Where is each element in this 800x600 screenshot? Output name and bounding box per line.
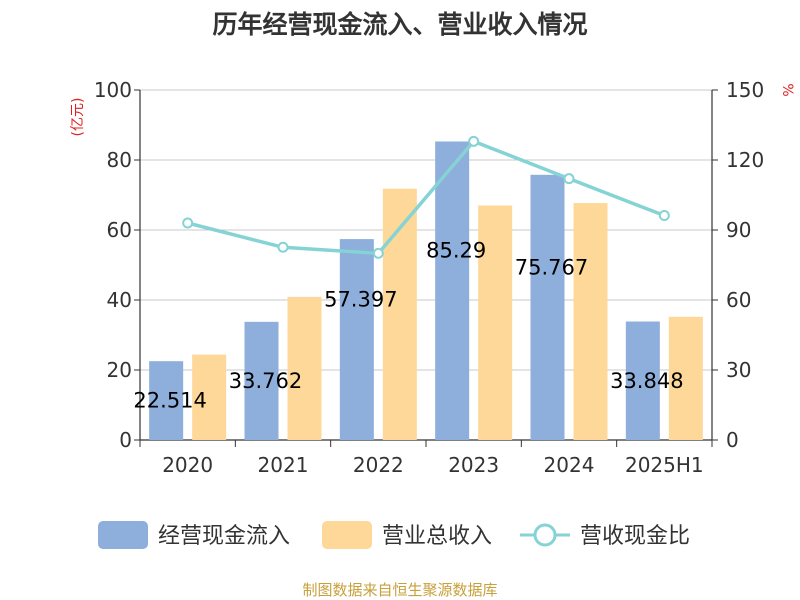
legend-swatch <box>322 521 372 549</box>
ratio-point <box>563 173 575 185</box>
y-right-tick-label: 150 <box>726 78 764 102</box>
legend-swatch-marker <box>533 523 557 547</box>
y-left-tick-label: 0 <box>119 428 132 452</box>
y-left-tick-label: 100 <box>94 78 132 102</box>
legend-label: 经营现金流入 <box>158 524 290 549</box>
bars <box>149 141 703 441</box>
bar-data-label: 75.767 <box>515 255 588 279</box>
x-tick-label: 2025H1 <box>625 453 704 477</box>
ratio-point <box>372 247 384 259</box>
data-labels: 22.514 33.762 57.397 85.29 75.767 33.848 <box>133 239 683 413</box>
left-axis-unit: (亿元) <box>70 98 86 137</box>
bar-revenue <box>573 203 608 440</box>
bar-cash-inflow <box>435 141 470 441</box>
bar-cash-inflow <box>339 239 374 440</box>
y-right-tick-label: 90 <box>726 218 751 242</box>
y-right-tick-label: 30 <box>726 358 751 382</box>
bar-revenue <box>192 354 227 440</box>
ratio-point <box>468 135 480 147</box>
grid <box>140 89 712 371</box>
source-note: 制图数据来自恒生聚源数据库 <box>302 581 497 599</box>
bar-data-label: 33.762 <box>229 369 302 393</box>
bar-cash-inflow <box>149 361 184 440</box>
bar-cash-inflow <box>625 321 660 440</box>
y-left-tick-label: 80 <box>107 148 132 172</box>
ratio-line-path <box>187 139 665 256</box>
bar-data-label: 22.514 <box>133 389 206 413</box>
ratio-line <box>182 135 670 259</box>
y-left-tick-label: 20 <box>107 358 132 382</box>
x-tick-label: 2024 <box>544 453 595 477</box>
bar-revenue <box>287 296 322 440</box>
y-right-tick-label: 120 <box>726 148 764 172</box>
legend-label: 营业总收入 <box>382 524 492 549</box>
bar-cash-inflow <box>244 321 279 440</box>
x-tick-label: 2022 <box>353 453 404 477</box>
y-right-tick-label: 60 <box>726 288 751 312</box>
bar-data-label: 33.848 <box>610 369 683 393</box>
legend-swatch <box>98 521 148 549</box>
y-left-tick-label: 60 <box>107 218 132 242</box>
bar-revenue <box>668 316 703 440</box>
y-left-tick-label: 40 <box>107 288 132 312</box>
bar-cash-inflow <box>530 174 565 441</box>
x-tick-label: 2023 <box>448 453 499 477</box>
y-right-tick-label: 0 <box>726 428 739 452</box>
ratio-point <box>658 210 670 222</box>
bar-data-label: 57.397 <box>324 288 397 312</box>
right-axis-unit: % <box>779 83 795 96</box>
bar-revenue <box>478 205 513 440</box>
bar-data-label: 85.29 <box>426 239 486 263</box>
x-tick-label: 2020 <box>162 453 213 477</box>
axes: 0 20 40 60 80 100 0 30 60 90 120 150 2020 2021 2022 202… <box>94 78 764 477</box>
x-tick-label: 2021 <box>258 453 309 477</box>
legend-label: 营收现金比 <box>580 524 690 549</box>
chart-title: 历年经营现金流入、营业收入情况 <box>212 10 587 39</box>
ratio-point <box>182 217 194 229</box>
legend: 经营现金流入 营业总收入 营收现金比 <box>98 521 690 549</box>
ratio-point <box>277 241 289 253</box>
